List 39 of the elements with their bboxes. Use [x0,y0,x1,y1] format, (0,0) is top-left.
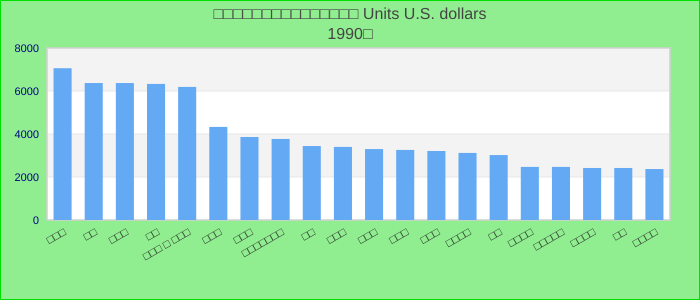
y-tick-label: 8000 [14,43,39,55]
x-tick-label: □□□ [387,226,412,247]
bar [614,168,632,220]
x-tick-label: □□□ [200,226,224,247]
bar [146,84,166,220]
x-tick-label: □□□ [107,226,131,247]
bar [458,152,477,220]
y-tick-label: 2000 [14,172,39,184]
bar [116,83,134,220]
chart-title: □□□□□□□□□□□□□□□ Units U.S. dollars [214,6,486,23]
bar [396,150,414,220]
bar [240,137,259,220]
bar [552,166,570,220]
bar [520,166,539,220]
bar [272,138,290,220]
x-tick-label: □□ [300,226,318,244]
bar [334,146,352,220]
bar [365,149,384,220]
x-tick-label: □□ [144,226,162,244]
x-tick-label: □□ [611,226,630,244]
x-tick-label: □□ [486,226,504,244]
bar [302,146,321,220]
bar [583,168,602,220]
bar [427,150,446,220]
bar [178,86,196,220]
x-tick-label: □□ [82,226,100,244]
bar [490,155,508,220]
y-tick-label: 4000 [14,129,39,141]
bar [209,126,228,220]
x-tick-label: □□□ [418,226,442,247]
bar [54,68,72,220]
x-tick-label: □□□ [356,226,380,247]
x-tick-label: □□□ [325,226,349,247]
x-tick-label: □□□ [44,226,68,247]
y-tick-label: 0 [32,215,39,227]
bar [84,83,103,220]
bar [645,169,664,220]
y-tick-label: 6000 [14,86,39,98]
chart-subtitle: 1990□ [327,26,373,43]
